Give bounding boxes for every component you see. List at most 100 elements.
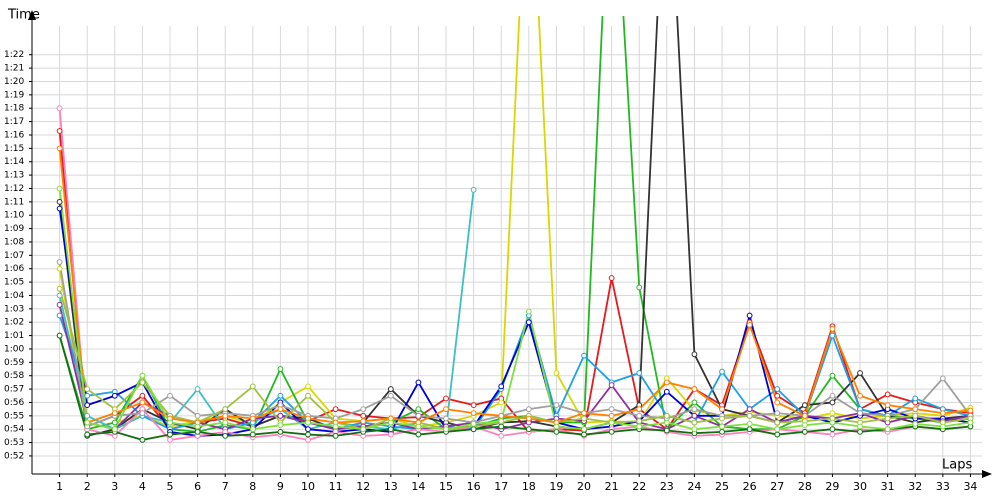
data-point <box>912 420 919 427</box>
series-line <box>58 288 971 431</box>
x-tick-label: 10 <box>301 480 315 493</box>
data-point <box>139 399 146 406</box>
data-point <box>194 428 201 435</box>
data-point <box>829 399 836 406</box>
data-point <box>746 406 753 413</box>
data-point <box>56 198 63 205</box>
data-point <box>498 399 505 406</box>
data-point <box>581 415 587 422</box>
x-tick-label: 33 <box>936 480 950 493</box>
data-point <box>829 392 836 399</box>
data-point <box>56 205 63 212</box>
data-point <box>525 308 532 315</box>
data-point <box>857 370 863 376</box>
data-point <box>443 395 449 402</box>
x-tick-label: 11 <box>329 480 343 493</box>
data-point <box>360 426 367 433</box>
x-tick-label: 17 <box>494 480 508 493</box>
data-point <box>84 412 91 419</box>
x-tick-label: 25 <box>715 480 729 493</box>
data-point <box>719 415 725 422</box>
data-point <box>305 436 311 443</box>
data-point <box>249 383 256 390</box>
data-point <box>774 392 781 399</box>
x-tick-label: 22 <box>632 480 646 493</box>
x-tick-label: 19 <box>549 480 563 493</box>
x-axis-title: Laps <box>942 458 972 473</box>
data-point <box>56 105 63 112</box>
data-point <box>332 432 339 439</box>
data-point <box>56 312 63 319</box>
y-tick-label: 1:19 <box>4 90 24 100</box>
x-tick-label: 34 <box>963 480 977 493</box>
data-point <box>470 420 477 427</box>
data-point <box>663 388 670 395</box>
data-point <box>56 185 63 192</box>
data-point <box>470 186 477 193</box>
series-line <box>58 304 971 431</box>
y-tick-label: 0:57 <box>4 385 24 395</box>
data-point <box>222 406 229 413</box>
data-point <box>56 128 63 134</box>
y-tick-label: 0:53 <box>4 438 24 448</box>
y-tick-label: 1:17 <box>4 117 24 127</box>
data-point <box>56 332 63 339</box>
series-line <box>58 335 971 441</box>
data-point <box>443 426 449 433</box>
data-point <box>332 423 339 430</box>
data-point <box>691 386 698 392</box>
data-point <box>581 431 587 438</box>
data-point <box>139 372 146 379</box>
data-point <box>470 410 477 417</box>
data-point <box>305 431 311 438</box>
y-tick-label: 0:52 <box>4 451 24 461</box>
data-point <box>608 406 615 413</box>
y-tick-label: 1:08 <box>4 237 24 247</box>
data-point <box>111 419 118 426</box>
x-tick-label: 23 <box>660 480 674 493</box>
x-tick-label: 1 <box>56 480 63 493</box>
x-tick-label: 18 <box>522 480 536 493</box>
data-point <box>774 431 781 438</box>
data-point <box>277 428 284 435</box>
x-tick-label: 7 <box>222 480 229 493</box>
data-point <box>56 301 63 308</box>
data-point <box>939 375 946 382</box>
series-line <box>58 188 971 431</box>
data-point <box>939 423 946 430</box>
data-point <box>167 431 173 438</box>
x-axis-arrow <box>982 470 992 478</box>
x-tick-label: 2 <box>84 480 91 493</box>
data-point <box>56 145 63 152</box>
data-point <box>84 386 91 392</box>
data-point <box>277 406 284 413</box>
y-tick-label: 1:01 <box>4 331 24 341</box>
x-tick-label: 6 <box>194 480 201 493</box>
data-point <box>608 275 615 281</box>
data-point <box>525 406 532 413</box>
data-point <box>360 406 367 413</box>
y-tick-label: 1:07 <box>4 251 24 261</box>
plot-area <box>56 16 974 443</box>
data-point <box>498 423 505 430</box>
data-point <box>305 426 311 433</box>
y-tick-label: 1:11 <box>4 197 24 207</box>
y-tick-label: 1:09 <box>4 224 24 234</box>
data-point <box>636 418 643 425</box>
data-point <box>663 379 670 386</box>
data-point <box>857 410 863 417</box>
data-point <box>829 325 836 332</box>
data-point <box>746 312 753 319</box>
data-point <box>305 392 311 399</box>
data-point <box>84 419 91 426</box>
x-tick-label: 9 <box>277 480 284 493</box>
y-tick-label: 1:14 <box>4 157 24 167</box>
y-axis-arrow <box>28 10 36 20</box>
x-tick-label: 29 <box>825 480 839 493</box>
data-point <box>829 431 836 438</box>
data-point <box>249 426 256 433</box>
data-point <box>277 412 284 419</box>
data-point <box>249 431 256 438</box>
data-point <box>139 392 146 399</box>
